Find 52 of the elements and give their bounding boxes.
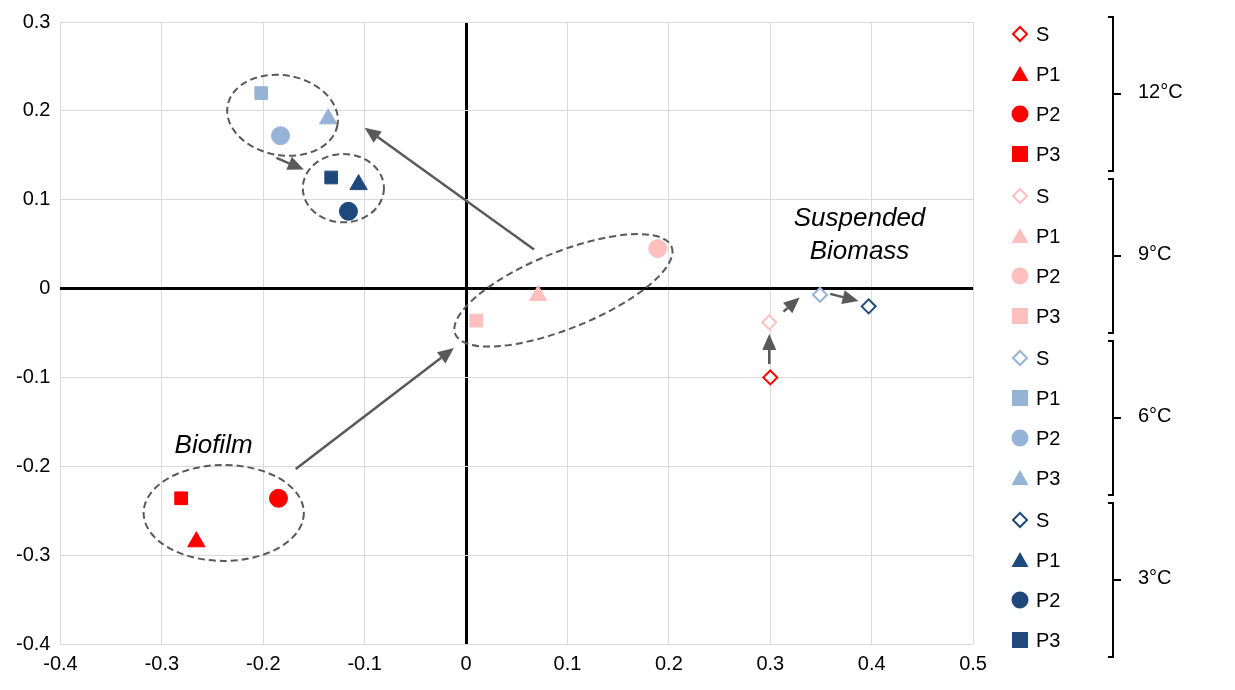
y-tick-label: 0.1 — [22, 187, 51, 210]
point — [254, 86, 269, 100]
point — [324, 170, 339, 185]
legend-label: P2 — [1036, 588, 1061, 612]
legend-label: P1 — [1036, 386, 1061, 410]
text: 9°C — [1138, 242, 1172, 265]
y-tick-label: 0 — [39, 276, 51, 299]
annotation: Suspended Biomass — [792, 200, 927, 266]
legend-label: P3 — [1036, 466, 1061, 490]
legend-label: S — [1036, 508, 1050, 532]
legend-label: P1 — [1036, 224, 1061, 248]
point — [860, 298, 877, 315]
x-tick-label: 0.3 — [756, 651, 785, 674]
legend-label: P2 — [1036, 102, 1061, 126]
point — [338, 201, 358, 221]
point — [268, 488, 288, 508]
y-tick-label: -0.2 — [15, 453, 51, 476]
legend-label: S — [1036, 22, 1050, 46]
y-tick-label: -0.1 — [15, 364, 51, 387]
point — [174, 491, 188, 506]
legend-label: P2 — [1036, 264, 1061, 288]
x-tick-label: -0.2 — [246, 651, 281, 674]
legend-label: S — [1036, 346, 1050, 370]
text: 3°C — [1138, 566, 1172, 589]
text: 6°C — [1138, 404, 1172, 427]
x-tick-label: 0.4 — [857, 651, 886, 674]
point — [761, 314, 778, 331]
y-tick-label: 0.3 — [22, 9, 51, 32]
y-tick-label: -0.3 — [15, 542, 51, 565]
point — [469, 313, 484, 328]
legend-label: P3 — [1036, 628, 1061, 652]
point — [271, 126, 291, 146]
legend-label: P2 — [1036, 426, 1061, 450]
x-tick-label: 0.2 — [654, 651, 683, 674]
x-tick-label: -0.1 — [347, 651, 382, 674]
point — [648, 239, 668, 259]
x-tick-label: -0.3 — [144, 651, 180, 674]
legend-label: P3 — [1036, 304, 1061, 328]
legend-label: P3 — [1036, 142, 1061, 166]
point — [762, 369, 779, 386]
point — [811, 286, 828, 303]
x-tick-label: -0.4 — [43, 651, 78, 674]
y-tick-label: 0.2 — [22, 98, 51, 121]
legend-label: S — [1036, 184, 1050, 208]
legend-label: P1 — [1036, 548, 1061, 572]
text: 12°C — [1138, 80, 1183, 103]
x-tick-label: 0.5 — [959, 651, 987, 674]
y-tick-label: -0.4 — [15, 631, 51, 654]
legend-label: P1 — [1036, 62, 1061, 86]
x-tick-label: 0.1 — [553, 651, 582, 674]
x-tick-label: 0 — [460, 651, 472, 674]
annotation: Biofilm — [173, 427, 254, 461]
